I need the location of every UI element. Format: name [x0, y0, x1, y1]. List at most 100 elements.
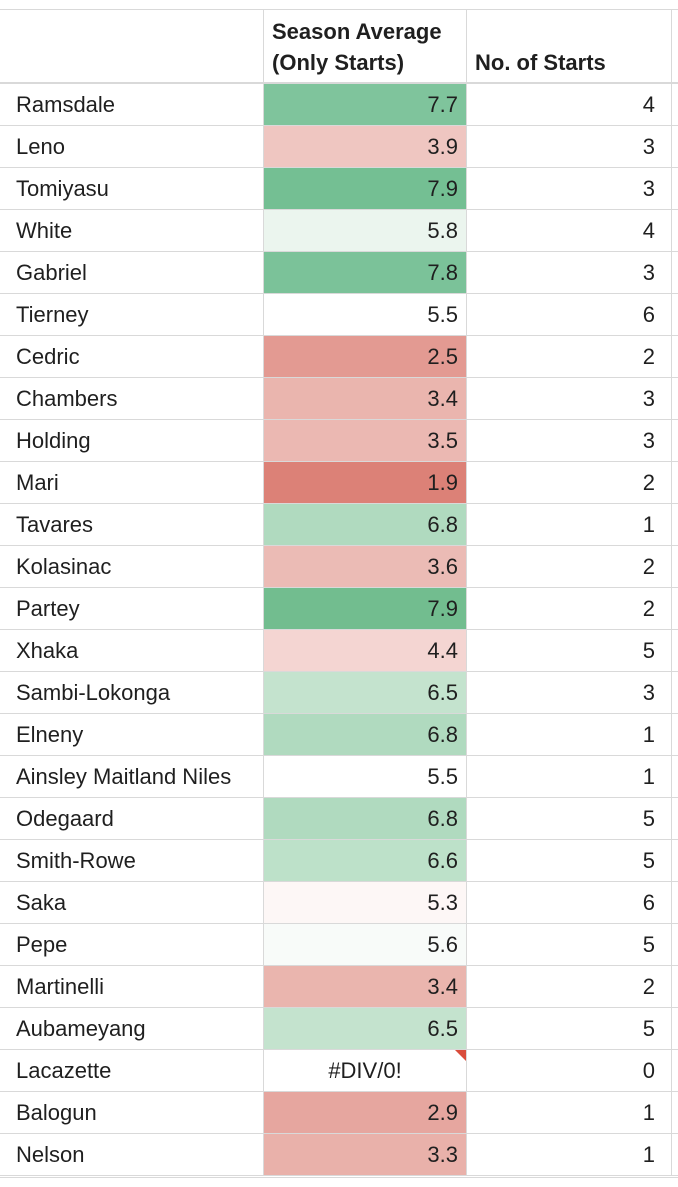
player-name-cell[interactable]: Holding	[0, 420, 264, 462]
player-name-cell[interactable]: Ramsdale	[0, 84, 264, 126]
season-average-cell[interactable]: 6.8	[264, 798, 467, 840]
no-of-starts-cell[interactable]: 5	[467, 1008, 672, 1050]
no-of-starts-cell[interactable]: 3	[467, 168, 672, 210]
no-of-starts-cell[interactable]: 2	[467, 588, 672, 630]
extra-column-cell[interactable]	[672, 1050, 678, 1092]
extra-column-cell[interactable]	[672, 336, 678, 378]
extra-column-cell[interactable]	[672, 966, 678, 1008]
player-name-cell[interactable]: Odegaard	[0, 798, 264, 840]
no-of-starts-cell[interactable]: 3	[467, 378, 672, 420]
extra-column-cell[interactable]	[672, 672, 678, 714]
player-name-cell[interactable]: Nelson	[0, 1134, 264, 1176]
player-name-cell[interactable]: Balogun	[0, 1092, 264, 1134]
season-average-cell[interactable]: 5.3	[264, 882, 467, 924]
season-average-cell[interactable]: 4.4	[264, 630, 467, 672]
no-of-starts-cell[interactable]: 4	[467, 84, 672, 126]
season-average-cell[interactable]: 2.5	[264, 336, 467, 378]
extra-column-cell[interactable]	[672, 84, 678, 126]
extra-column-cell[interactable]	[672, 714, 678, 756]
no-of-starts-cell[interactable]: 3	[467, 252, 672, 294]
season-average-cell[interactable]: 3.4	[264, 966, 467, 1008]
player-name-cell[interactable]: Gabriel	[0, 252, 264, 294]
player-name-cell[interactable]: Aubameyang	[0, 1008, 264, 1050]
header-cell-name[interactable]	[0, 10, 264, 83]
extra-column-cell[interactable]	[672, 756, 678, 798]
player-name-cell[interactable]: Tomiyasu	[0, 168, 264, 210]
player-name-cell[interactable]: Tierney	[0, 294, 264, 336]
season-average-error-cell[interactable]: #DIV/0!	[264, 1050, 467, 1092]
extra-column-cell[interactable]	[672, 462, 678, 504]
player-name-cell[interactable]: Chambers	[0, 378, 264, 420]
no-of-starts-cell[interactable]: 1	[467, 1092, 672, 1134]
extra-column-cell[interactable]	[672, 630, 678, 672]
extra-column-cell[interactable]	[672, 294, 678, 336]
extra-column-cell[interactable]	[672, 504, 678, 546]
player-name-cell[interactable]: Lacazette	[0, 1050, 264, 1092]
no-of-starts-cell[interactable]: 0	[467, 1050, 672, 1092]
player-name-cell[interactable]: Kolasinac	[0, 546, 264, 588]
season-average-cell[interactable]: 6.8	[264, 714, 467, 756]
extra-column-cell[interactable]	[672, 1134, 678, 1176]
player-name-cell[interactable]: Pepe	[0, 924, 264, 966]
player-name-cell[interactable]: Tavares	[0, 504, 264, 546]
header-cell-season-average[interactable]: Season Average (Only Starts)	[264, 10, 467, 83]
season-average-cell[interactable]: 7.9	[264, 588, 467, 630]
player-name-cell[interactable]: Martinelli	[0, 966, 264, 1008]
no-of-starts-cell[interactable]: 5	[467, 630, 672, 672]
extra-column-cell[interactable]	[672, 882, 678, 924]
no-of-starts-cell[interactable]: 1	[467, 714, 672, 756]
extra-column-cell[interactable]	[672, 252, 678, 294]
season-average-cell[interactable]: 3.3	[264, 1134, 467, 1176]
player-name-cell[interactable]: Leno	[0, 126, 264, 168]
extra-column-cell[interactable]	[672, 1008, 678, 1050]
no-of-starts-cell[interactable]: 5	[467, 840, 672, 882]
no-of-starts-cell[interactable]: 6	[467, 294, 672, 336]
season-average-cell[interactable]: 6.5	[264, 1008, 467, 1050]
extra-column-cell[interactable]	[672, 588, 678, 630]
no-of-starts-cell[interactable]: 5	[467, 924, 672, 966]
season-average-cell[interactable]: 3.4	[264, 378, 467, 420]
season-average-cell[interactable]: 7.7	[264, 84, 467, 126]
season-average-cell[interactable]: 3.5	[264, 420, 467, 462]
no-of-starts-cell[interactable]: 1	[467, 504, 672, 546]
player-name-cell[interactable]: Ainsley Maitland Niles	[0, 756, 264, 798]
no-of-starts-cell[interactable]: 3	[467, 672, 672, 714]
extra-column-cell[interactable]	[672, 420, 678, 462]
extra-column-cell[interactable]	[672, 1092, 678, 1134]
player-name-cell[interactable]: Cedric	[0, 336, 264, 378]
extra-column-cell[interactable]	[672, 924, 678, 966]
extra-column-cell[interactable]	[672, 798, 678, 840]
season-average-cell[interactable]: 3.9	[264, 126, 467, 168]
player-name-cell[interactable]: Smith-Rowe	[0, 840, 264, 882]
no-of-starts-cell[interactable]: 4	[467, 210, 672, 252]
season-average-cell[interactable]: 1.9	[264, 462, 467, 504]
no-of-starts-cell[interactable]: 3	[467, 126, 672, 168]
season-average-cell[interactable]: 6.5	[264, 672, 467, 714]
no-of-starts-cell[interactable]: 6	[467, 882, 672, 924]
extra-column-cell[interactable]	[672, 168, 678, 210]
season-average-cell[interactable]: 5.6	[264, 924, 467, 966]
player-name-cell[interactable]: Sambi-Lokonga	[0, 672, 264, 714]
no-of-starts-cell[interactable]: 5	[467, 798, 672, 840]
no-of-starts-cell[interactable]: 1	[467, 1134, 672, 1176]
player-name-cell[interactable]: Saka	[0, 882, 264, 924]
season-average-cell[interactable]: 6.8	[264, 504, 467, 546]
season-average-cell[interactable]: 7.9	[264, 168, 467, 210]
season-average-cell[interactable]: 2.9	[264, 1092, 467, 1134]
no-of-starts-cell[interactable]: 3	[467, 420, 672, 462]
season-average-cell[interactable]: 5.5	[264, 756, 467, 798]
no-of-starts-cell[interactable]: 2	[467, 966, 672, 1008]
no-of-starts-cell[interactable]: 2	[467, 546, 672, 588]
player-name-cell[interactable]: Elneny	[0, 714, 264, 756]
extra-column-cell[interactable]	[672, 126, 678, 168]
player-name-cell[interactable]: Partey	[0, 588, 264, 630]
no-of-starts-cell[interactable]: 1	[467, 756, 672, 798]
season-average-cell[interactable]: 3.6	[264, 546, 467, 588]
extra-column-cell[interactable]	[672, 840, 678, 882]
no-of-starts-cell[interactable]: 2	[467, 462, 672, 504]
header-cell-extra[interactable]	[672, 10, 678, 83]
season-average-cell[interactable]: 5.8	[264, 210, 467, 252]
extra-column-cell[interactable]	[672, 546, 678, 588]
player-name-cell[interactable]: Mari	[0, 462, 264, 504]
player-name-cell[interactable]: White	[0, 210, 264, 252]
